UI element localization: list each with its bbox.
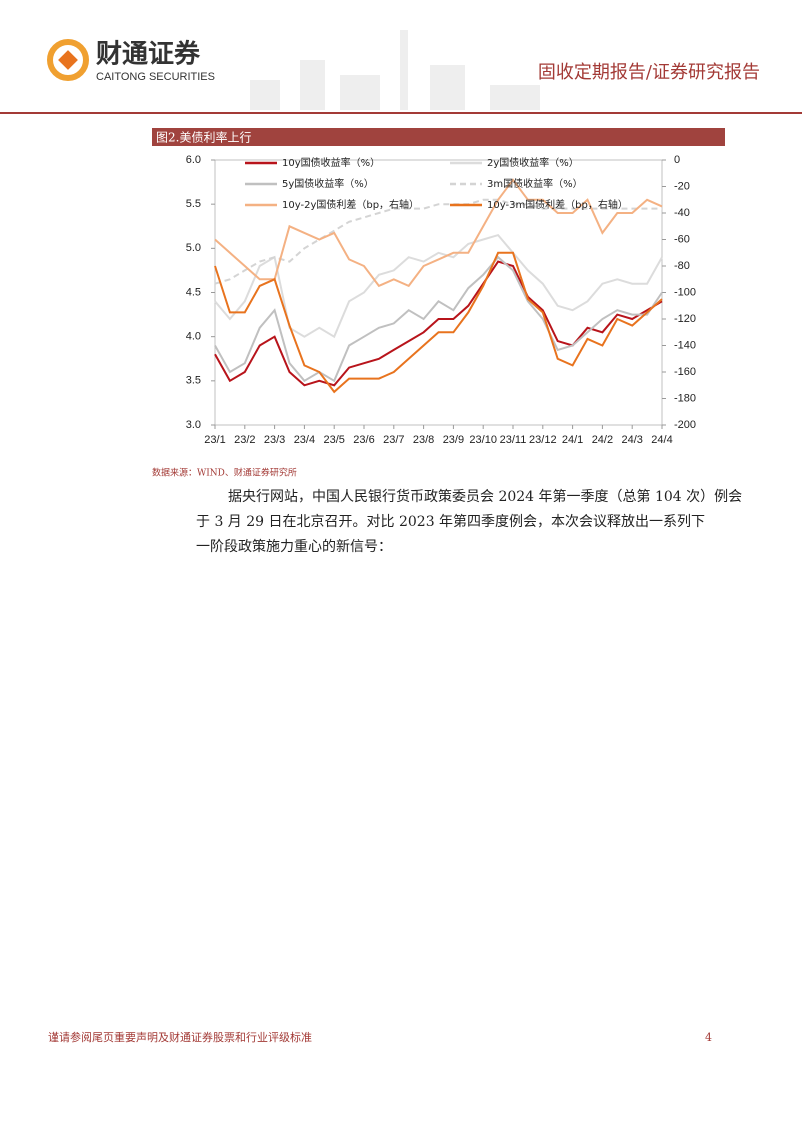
series-line <box>214 255 663 383</box>
x-tick-label: 23/11 <box>500 434 527 446</box>
y2-tick-label: -40 <box>674 207 690 219</box>
x-tick-label: 23/10 <box>469 434 497 446</box>
figure-title: 图2.美债利率上行 <box>156 130 251 145</box>
logo <box>47 39 89 81</box>
y2-tick-label: -140 <box>674 339 696 351</box>
figure-caption-bar <box>152 128 725 146</box>
x-tick-label: 23/8 <box>413 434 434 446</box>
x-tick-label: 23/1 <box>204 434 225 446</box>
legend-label: 10y国债收益率（%） <box>282 156 380 169</box>
y2-tick-label: -160 <box>674 366 696 378</box>
paragraph-line: 据央行网站，中国人民银行货币政策委员会 2024 年第一季度（总第 104 次）… <box>228 488 742 505</box>
x-tick-label: 24/1 <box>562 434 583 446</box>
y2-tick-label: -80 <box>674 260 690 272</box>
paragraph-line: 于 3 月 29 日在北京召开。对比 2023 年第四季度例会，本次会议释放出一… <box>196 513 705 530</box>
x-tick-label: 23/5 <box>323 434 344 446</box>
footer-disclaimer: 谨请参阅尾页重要声明及财通证券股票和行业评级标准 <box>48 1030 312 1044</box>
series-line <box>214 251 663 394</box>
y-tick-label: 4.0 <box>186 331 201 343</box>
y2-tick-label: 0 <box>674 154 680 166</box>
x-tick-label: 23/2 <box>234 434 255 446</box>
source: 数据来源：WIND、财通证券研究所 <box>152 467 297 479</box>
company-name-en: CAITONG SECURITIES <box>96 71 215 83</box>
y2-tick-label: -20 <box>674 180 690 192</box>
x-tick-label: 23/7 <box>383 434 404 446</box>
y-tick-label: 3.5 <box>186 375 201 387</box>
chart: 3.03.54.04.55.05.56.0-200-180-160-140-12… <box>186 154 696 446</box>
y-tick-label: 3.0 <box>186 419 201 431</box>
skyline <box>250 30 540 110</box>
y-tick-label: 6.0 <box>186 154 201 166</box>
x-tick-label: 23/6 <box>353 434 374 446</box>
y2-tick-label: -100 <box>674 286 696 298</box>
report-type: 固收定期报告/证券研究报告 <box>538 62 760 83</box>
legend-label: 2y国债收益率（%） <box>487 156 579 169</box>
legend-label: 5y国债收益率（%） <box>282 177 374 190</box>
y2-tick-label: -180 <box>674 392 696 404</box>
x-tick-label: 23/12 <box>529 434 557 446</box>
paragraph-line: 一阶段政策施力重心的新信号： <box>196 538 392 555</box>
x-tick-label: 24/3 <box>621 434 642 446</box>
company-name: 财通证券 <box>96 40 201 70</box>
series-line <box>214 178 663 288</box>
x-tick-label: 23/3 <box>264 434 285 446</box>
x-tick-label: 24/2 <box>592 434 613 446</box>
x-tick-label: 23/9 <box>443 434 464 446</box>
legend-label: 10y-3m国债利差（bp，右轴） <box>487 198 628 211</box>
legend-label: 3m国债收益率（%） <box>487 177 583 190</box>
page-number: 4 <box>705 1031 712 1044</box>
series-line <box>214 198 662 285</box>
y-tick-label: 5.5 <box>186 198 201 210</box>
x-tick-label: 23/4 <box>294 434 315 446</box>
y-tick-label: 5.0 <box>186 242 201 254</box>
y2-tick-label: -200 <box>674 419 696 431</box>
series-line <box>214 260 663 387</box>
legend-label: 10y-2y国债利差（bp，右轴） <box>282 198 419 211</box>
y-tick-label: 4.5 <box>186 286 201 298</box>
y2-tick-label: -120 <box>674 313 696 325</box>
y2-tick-label: -60 <box>674 233 690 245</box>
x-tick-label: 24/4 <box>651 434 672 446</box>
